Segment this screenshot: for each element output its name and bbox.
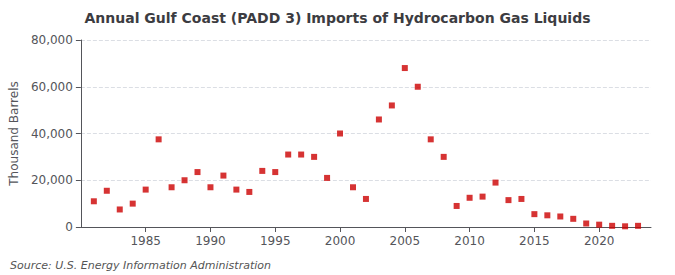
svg-text:2010: 2010 xyxy=(454,234,485,248)
svg-text:0: 0 xyxy=(65,220,73,234)
svg-text:2000: 2000 xyxy=(325,234,356,248)
svg-text:60,000: 60,000 xyxy=(31,80,73,94)
svg-text:Source: U.S. Energy Informatio: Source: U.S. Energy Information Administ… xyxy=(10,259,271,272)
svg-text:Annual Gulf Coast (PADD 3) Imp: Annual Gulf Coast (PADD 3) Imports of Hy… xyxy=(84,10,590,26)
svg-text:40,000: 40,000 xyxy=(31,127,73,141)
svg-text:20,000: 20,000 xyxy=(31,173,73,187)
svg-text:2015: 2015 xyxy=(519,234,550,248)
svg-text:2020: 2020 xyxy=(584,234,615,248)
svg-text:2005: 2005 xyxy=(390,234,421,248)
svg-text:1985: 1985 xyxy=(130,234,161,248)
svg-text:80,000: 80,000 xyxy=(31,33,73,47)
svg-text:1990: 1990 xyxy=(195,234,226,248)
svg-text:Thousand Barrels: Thousand Barrels xyxy=(7,81,21,186)
svg-text:1995: 1995 xyxy=(260,234,291,248)
